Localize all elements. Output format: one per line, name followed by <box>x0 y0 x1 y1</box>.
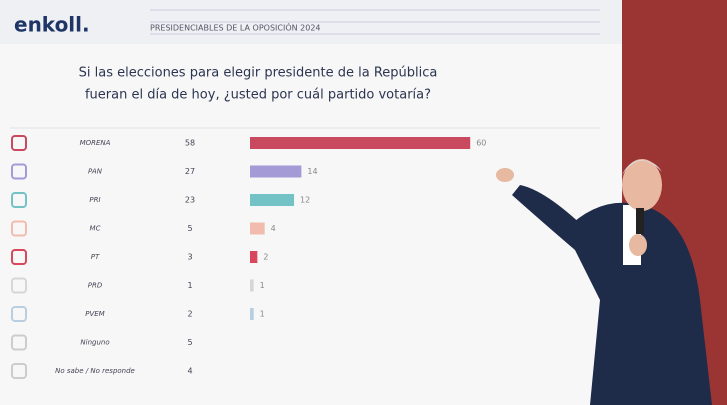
party-icon <box>11 306 27 322</box>
column-value: 5 <box>187 224 192 233</box>
screen <box>0 0 622 405</box>
header-lines <box>150 9 600 35</box>
value-label: 1 <box>260 310 265 319</box>
column-value: 23 <box>185 196 195 205</box>
bar <box>250 279 254 292</box>
value-label: 1 <box>260 281 265 290</box>
value-label: 2 <box>263 253 268 262</box>
category-label: PVEM <box>85 310 104 318</box>
party-icon <box>11 163 27 180</box>
value-label: 14 <box>307 167 317 176</box>
value-label: 12 <box>300 196 310 205</box>
category-label: No sabe / No responde <box>55 367 135 375</box>
category-label: PAN <box>88 168 103 176</box>
bar <box>250 308 254 320</box>
column-value: 2 <box>187 310 192 319</box>
party-icon <box>11 363 27 379</box>
party-icon <box>11 249 27 265</box>
category-label: PRI <box>89 196 100 204</box>
party-icon <box>11 277 27 294</box>
party-icon <box>11 192 27 208</box>
category-label: Ninguno <box>80 339 109 347</box>
bar <box>250 251 258 263</box>
party-icon <box>11 220 27 237</box>
person <box>496 159 712 405</box>
category-label: MORENA <box>80 139 111 147</box>
column-value: 4 <box>187 367 192 376</box>
chart-subtitle: fueran el día de hoy, ¿usted por cuál pa… <box>85 88 431 103</box>
bar <box>250 222 265 235</box>
category-label: PT <box>91 253 100 261</box>
chart-title: Si las elecciones para elegir presidente… <box>79 66 438 81</box>
brand: enkoll. <box>14 13 90 37</box>
party-icon <box>11 334 27 351</box>
category-label: PRD <box>88 282 103 290</box>
category-label: MC <box>90 225 101 233</box>
bar <box>250 165 302 178</box>
value-label: 4 <box>271 224 276 233</box>
column-value: 5 <box>187 338 192 347</box>
header: PRESIDENCIABLES DE LA OPOSICIÓN 2024 <box>150 22 321 33</box>
column-value: 27 <box>185 167 195 176</box>
value-label: 60 <box>476 139 486 148</box>
column-value: 3 <box>187 253 192 262</box>
column-value: 58 <box>185 139 195 148</box>
column-value: 1 <box>187 281 192 290</box>
bar <box>250 194 295 206</box>
bar <box>250 137 471 149</box>
party-icon <box>11 135 27 151</box>
